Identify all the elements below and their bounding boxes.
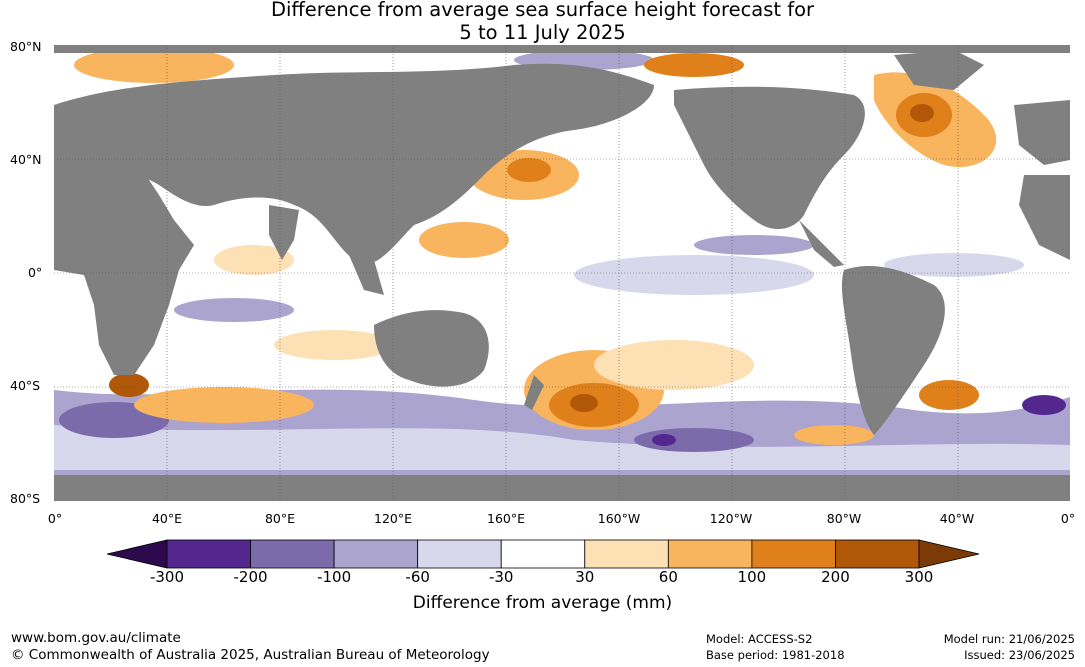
colorbar-tick-label: 30 — [575, 568, 595, 586]
colorbar-tick-label: 300 — [904, 568, 934, 586]
lon-label-0: 0° — [47, 511, 63, 526]
lon-label-40e: 40°E — [151, 511, 183, 526]
colorbar-extend-high — [918, 539, 980, 569]
colorbar-tick-label: -30 — [488, 568, 514, 586]
issued-date: Issued: 23/06/2025 — [964, 648, 1075, 662]
neg-patch-6 — [574, 255, 814, 295]
southern-ocean-light-band — [54, 425, 1070, 470]
colorbar-tick-label: -300 — [149, 568, 185, 586]
pos-agulhas-core — [109, 373, 149, 397]
colorbar-segment — [667, 539, 753, 569]
colorbar-tick-label: -200 — [233, 568, 268, 586]
base-period: Base period: 1981-2018 — [706, 648, 845, 662]
colorbar-tick-label: 200 — [821, 568, 850, 586]
colorbar — [106, 539, 980, 569]
lon-label-80e: 80°E — [264, 511, 296, 526]
lon-label-120e: 120°E — [373, 511, 413, 526]
lon-label-40w: 40°W — [939, 511, 975, 526]
colorbar-segment — [166, 539, 251, 569]
colorbar-tick-label: 100 — [737, 568, 767, 586]
land-africa — [54, 155, 194, 375]
sea-surface-height-map — [54, 45, 1070, 501]
pos-arabian-sea — [214, 245, 294, 275]
source-url: www.bom.gov.au/climate — [11, 630, 181, 646]
pos-tasman-peak — [570, 394, 598, 412]
land-europe-west — [1014, 100, 1070, 165]
colorbar-segment — [333, 539, 419, 569]
lon-label-160w: 160°W — [597, 511, 641, 526]
lat-label-40s: 40°S — [10, 378, 41, 393]
colorbar-label: Difference from average (mm) — [412, 593, 673, 613]
land-arctic — [54, 45, 1070, 53]
colorbar-tick-label: -60 — [405, 568, 430, 586]
pos-south-pacific — [594, 340, 754, 390]
land-southeast-asia — [349, 255, 384, 295]
neg-patch-9 — [884, 253, 1024, 277]
lat-label-40n: 40°N — [10, 152, 42, 167]
pos-agulhas — [134, 387, 314, 423]
map-title-line-1: Difference from average sea surface heig… — [270, 0, 815, 21]
neg-patch-3 — [652, 434, 676, 446]
pos-arctic-1 — [74, 47, 234, 83]
anomaly-patches — [54, 47, 1070, 475]
pos-south-atlantic — [919, 380, 979, 410]
land-australia — [374, 310, 489, 387]
map-title-line-2: 5 to 11 July 2025 — [459, 21, 626, 44]
land-india — [269, 205, 299, 260]
lat-label-80s: 80°S — [10, 491, 41, 506]
neg-patch-5 — [174, 298, 294, 322]
model-name: Model: ACCESS-S2 — [706, 632, 813, 646]
graticule — [54, 45, 1070, 501]
pos-drake — [794, 425, 874, 445]
colorbar-tick-label: -100 — [317, 568, 352, 586]
colorbar-segment — [250, 539, 335, 569]
land-central-america — [799, 220, 844, 267]
lat-label-80n: 80°N — [10, 39, 42, 54]
lon-label-80w: 80°W — [826, 511, 862, 526]
colorbar-segment — [500, 539, 586, 569]
lon-label-0-east: 0° — [1060, 511, 1076, 526]
lat-label-equator: 0° — [28, 265, 43, 280]
colorbar-segment — [584, 539, 669, 569]
land-south-america — [841, 265, 945, 435]
pos-west-pacific — [419, 222, 509, 258]
pos-north-atlantic-peak — [910, 104, 934, 122]
land-masses — [54, 45, 1070, 501]
lon-label-160e: 160°E — [486, 511, 526, 526]
land-north-america — [674, 86, 865, 230]
land-new-zealand — [524, 375, 544, 410]
colorbar-segment — [751, 539, 836, 569]
neg-patch-4 — [1022, 395, 1066, 415]
neg-patch-7 — [694, 235, 814, 255]
pos-indian — [274, 330, 394, 360]
copyright-notice: © Commonwealth of Australia 2025, Austra… — [11, 647, 490, 663]
land-antarctica — [54, 475, 1070, 501]
colorbar-tick-label: 60 — [658, 568, 678, 586]
colorbar-segment — [835, 539, 920, 569]
land-greenland — [894, 50, 984, 90]
lon-label-120w: 120°W — [709, 511, 753, 526]
model-run-date: Model run: 21/06/2025 — [943, 632, 1075, 646]
land-eurasia — [54, 63, 654, 265]
pos-arctic-2 — [644, 53, 744, 77]
colorbar-extend-low — [106, 539, 168, 569]
land-africa-west — [1019, 175, 1070, 260]
colorbar-segment — [417, 539, 502, 569]
pos-kuroshio-core — [507, 158, 551, 182]
